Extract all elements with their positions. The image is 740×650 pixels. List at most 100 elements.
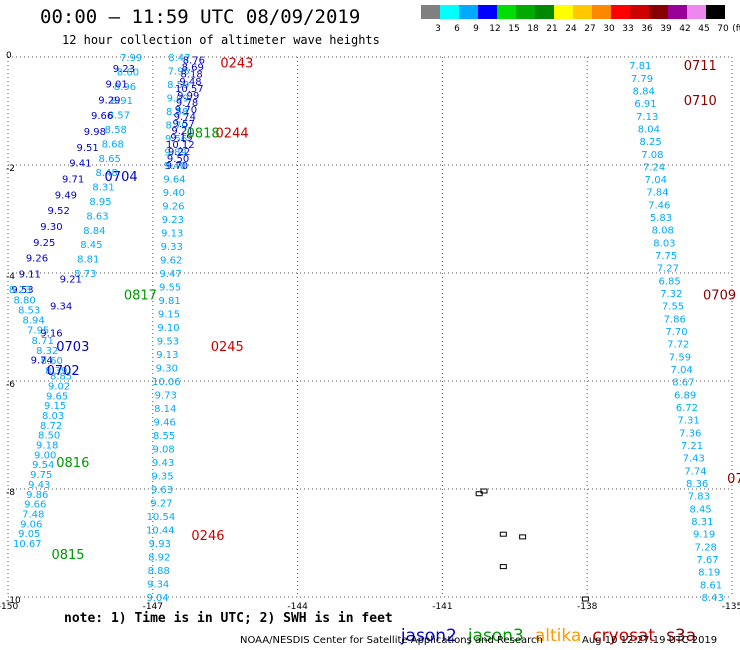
swh-value: 10.67 <box>13 539 42 550</box>
swh-value: 7.86 <box>664 314 686 325</box>
swh-value: 8.68 <box>102 139 124 150</box>
pass-label: 0704 <box>105 170 138 185</box>
island-shape <box>519 534 527 540</box>
swh-value: 8.36 <box>686 479 708 490</box>
colorbar-swatch <box>687 5 706 19</box>
swh-value: 8.71 <box>32 336 54 347</box>
y-tick-label: -6 <box>6 380 15 390</box>
colorbar-swatch <box>630 5 649 19</box>
swh-value: 9.89 <box>164 148 186 159</box>
swh-value: 8.03 <box>653 238 675 249</box>
swh-value: 8.59 <box>167 80 189 91</box>
swh-value: 9.19 <box>170 133 192 144</box>
colorbar-swatch <box>497 5 516 19</box>
pass-label: 0244 <box>216 127 249 142</box>
swh-value: 9.62 <box>160 256 182 267</box>
swh-value: 9.74 <box>174 112 196 123</box>
swh-value: 9.16 <box>40 328 62 339</box>
swh-value: 6.85 <box>658 276 680 287</box>
swh-value: 7.81 <box>629 61 651 72</box>
swh-value: 9.47 <box>160 269 182 280</box>
swh-value: 8.88 <box>148 566 170 577</box>
swh-value: 8.39 <box>45 366 67 377</box>
swh-value: 10.12 <box>166 140 195 151</box>
swh-value: 8.60 <box>41 356 63 367</box>
swh-value: 9.11 <box>19 269 41 280</box>
x-tick-label: -150 <box>0 602 18 612</box>
swh-value: 7.72 <box>667 340 689 351</box>
x-tick-label: -147 <box>143 602 163 612</box>
swh-value: 9.34 <box>50 301 72 312</box>
island-shape <box>499 531 507 537</box>
colorbar-label: 36 <box>641 24 653 34</box>
pass-label: 0246 <box>191 529 224 544</box>
colorbar-label: 39 <box>660 24 672 34</box>
swh-value: 9.30 <box>40 222 62 233</box>
swh-value: 7.21 <box>681 441 703 452</box>
swh-value: 7.27 <box>657 264 679 275</box>
credit-text: NOAA/NESDIS Center for Satellite Applica… <box>240 635 543 646</box>
swh-value: 8.60 <box>117 67 139 78</box>
swh-value: 9.56 <box>165 134 187 145</box>
swh-value: 7.84 <box>646 188 668 199</box>
swh-value: 9.15 <box>44 401 66 412</box>
pass-label: 0702 <box>47 364 80 379</box>
pass-label: 0817 <box>124 289 157 304</box>
swh-value: 8.65 <box>99 154 121 165</box>
pass-labels: 0243 0244 0245 0246 0818 0817 0816 0815 0704 0703… <box>47 56 740 562</box>
colorbar-swatch <box>459 5 478 19</box>
swh-value: 9.18 <box>36 441 58 452</box>
pass-label: 0815 <box>51 548 84 563</box>
swh-value: 8.61 <box>700 580 722 591</box>
swh-value: 9.21 <box>60 274 82 285</box>
swh-value: 8.18 <box>180 70 202 81</box>
swh-value: 7.48 <box>22 509 44 520</box>
pass-label: 07 <box>727 472 740 487</box>
axes: -150 -147 -144 -141 -138 -135 0 -2 -4 -6 -8 -10 <box>0 51 740 612</box>
swh-value: 8.04 <box>638 124 660 135</box>
swh-value: 8.81 <box>77 255 99 266</box>
chart-subtitle: 12 hour collection of altimeter wave hei… <box>62 33 380 47</box>
swh-value: 6.89 <box>674 390 696 401</box>
swh-value: 9.26 <box>26 254 48 265</box>
swh-value: 9.74 <box>31 355 53 366</box>
colorbar-swatch <box>649 5 668 19</box>
swh-value: 9.53 <box>157 337 179 348</box>
swh-value: 7.13 <box>636 112 658 123</box>
swh-value: 7.74 <box>684 466 706 477</box>
swh-value: 9.46 <box>154 418 176 429</box>
swh-value: 8.95 <box>89 197 111 208</box>
swh-value: 9.04 <box>146 593 168 604</box>
x-tick-label: -135 <box>722 602 740 612</box>
swh-value: 7.79 <box>631 74 653 85</box>
colorbar-label: 27 <box>584 24 595 34</box>
swh-value: 8.31 <box>92 183 114 194</box>
swh-value: 8.94 <box>23 316 45 327</box>
y-tick-label: -10 <box>6 596 21 606</box>
colorbar-label: 21 <box>546 24 557 34</box>
swh-value: 8.25 <box>640 137 662 148</box>
swh-value: 8.53 <box>18 305 40 316</box>
swh-value: 9.33 <box>161 242 183 253</box>
swh-value: 7.04 <box>645 175 667 186</box>
swh-value: 9.86 <box>26 490 48 501</box>
swh-value: 9.64 <box>163 175 185 186</box>
pass-label: 0816 <box>56 456 89 471</box>
swh-value: 8.03 <box>42 411 64 422</box>
swh-value: 9.22 <box>168 147 190 158</box>
swh-value: 8.91 <box>111 96 133 107</box>
swh-value: 9.54 <box>32 460 54 471</box>
swh-value: 9.66 <box>24 500 46 511</box>
x-tick-label: -141 <box>432 602 452 612</box>
swh-value: 9.75 <box>30 470 52 481</box>
swh-value: 7.75 <box>655 251 677 262</box>
pass-label: 0711 <box>684 59 717 74</box>
swh-value: 8.69 <box>182 63 204 74</box>
colorbar-label: 9 <box>473 24 479 34</box>
swh-value: 9.93 <box>149 539 171 550</box>
swh-value: 9.78 <box>176 98 198 109</box>
swh-value: 9.57 <box>173 119 195 130</box>
swh-value: 9.43 <box>152 458 174 469</box>
footer-note: note: 1) Time is in UTC; 2) SWH is in fe… <box>64 611 393 626</box>
swh-value: 6.91 <box>634 99 656 110</box>
